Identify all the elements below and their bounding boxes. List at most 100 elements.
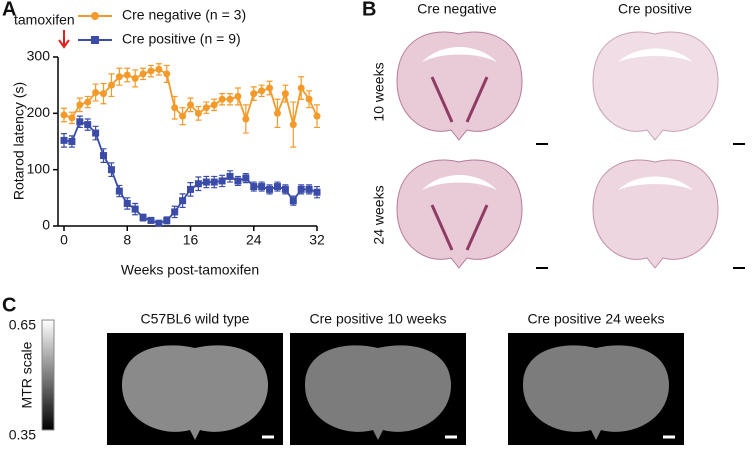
point bbox=[131, 205, 139, 213]
point bbox=[68, 138, 76, 145]
point bbox=[226, 95, 234, 103]
point bbox=[313, 188, 321, 196]
point bbox=[76, 118, 84, 126]
point bbox=[155, 65, 163, 73]
point bbox=[273, 109, 281, 117]
point bbox=[131, 74, 139, 82]
row-title: 10 weeks bbox=[371, 62, 387, 121]
legend-marker bbox=[91, 12, 99, 20]
point bbox=[92, 88, 100, 96]
colorbar-tick: 0.65 bbox=[9, 317, 36, 333]
point bbox=[305, 95, 313, 103]
legend-label: Cre negative (n = 3) bbox=[122, 7, 246, 23]
point bbox=[163, 70, 171, 78]
point bbox=[123, 199, 131, 207]
point bbox=[297, 185, 305, 193]
point bbox=[266, 84, 274, 92]
point bbox=[266, 185, 274, 193]
point bbox=[163, 216, 171, 224]
point bbox=[305, 185, 313, 193]
point bbox=[242, 174, 250, 182]
x-tick-label: 24 bbox=[246, 232, 262, 248]
x-tick-label: 0 bbox=[60, 232, 68, 248]
point bbox=[234, 177, 242, 185]
point bbox=[92, 129, 100, 137]
panel-label: A bbox=[2, 0, 16, 20]
point bbox=[234, 92, 242, 100]
point bbox=[60, 136, 68, 144]
point bbox=[171, 104, 179, 112]
point bbox=[218, 95, 226, 103]
point bbox=[139, 214, 147, 222]
y-tick-label: 200 bbox=[27, 104, 51, 120]
y-tick-label: 300 bbox=[27, 48, 51, 64]
image-title: C57BL6 wild type bbox=[141, 311, 250, 327]
colorbar-tick: 0.35 bbox=[9, 427, 36, 443]
point bbox=[194, 109, 202, 117]
point bbox=[179, 197, 187, 205]
point bbox=[147, 216, 155, 224]
point bbox=[289, 197, 297, 205]
point bbox=[171, 208, 179, 216]
y-axis-label: Rotarod latency (s) bbox=[11, 82, 27, 200]
point bbox=[84, 121, 92, 129]
point bbox=[155, 219, 163, 227]
column-title: Cre positive bbox=[618, 1, 692, 17]
annotation: tamoxifen bbox=[14, 12, 75, 28]
series-line bbox=[63, 120, 318, 225]
panel-label: B bbox=[362, 0, 376, 20]
column-title: Cre negative bbox=[417, 1, 497, 17]
point bbox=[273, 183, 281, 191]
point bbox=[258, 183, 266, 191]
point bbox=[115, 73, 123, 81]
y-tick-label: 100 bbox=[27, 160, 51, 176]
point bbox=[226, 172, 234, 180]
point bbox=[202, 178, 210, 186]
panel-label: C bbox=[2, 294, 16, 316]
image-title: Cre positive 24 weeks bbox=[528, 311, 665, 327]
point bbox=[84, 98, 92, 106]
point bbox=[187, 101, 194, 109]
point bbox=[210, 101, 218, 109]
point bbox=[250, 90, 258, 98]
point bbox=[297, 84, 305, 92]
point bbox=[179, 112, 187, 120]
point bbox=[123, 71, 131, 79]
point bbox=[68, 114, 76, 122]
colorbar-label: MTR scale bbox=[19, 341, 35, 408]
point bbox=[100, 152, 108, 160]
point bbox=[281, 90, 289, 98]
y-tick-label: 0 bbox=[42, 217, 50, 233]
legend-marker bbox=[91, 36, 99, 44]
point bbox=[210, 178, 218, 186]
image-title: Cre positive 10 weeks bbox=[310, 311, 447, 327]
x-tick-label: 32 bbox=[309, 232, 325, 248]
mri-images bbox=[107, 333, 684, 445]
point bbox=[289, 121, 297, 129]
point bbox=[202, 104, 210, 112]
x-tick-label: 16 bbox=[183, 232, 199, 248]
x-tick-label: 8 bbox=[123, 232, 131, 248]
point bbox=[313, 112, 321, 120]
point bbox=[250, 183, 258, 191]
point bbox=[187, 185, 194, 193]
point bbox=[107, 81, 115, 89]
point bbox=[139, 70, 147, 78]
x-axis-label: Weeks post-tamoxifen bbox=[121, 262, 259, 278]
point bbox=[60, 111, 68, 119]
point bbox=[194, 180, 202, 188]
point bbox=[107, 166, 115, 174]
legend-label: Cre positive (n = 9) bbox=[122, 31, 241, 47]
point bbox=[76, 101, 84, 109]
point bbox=[281, 185, 289, 193]
point bbox=[147, 67, 155, 75]
point bbox=[258, 87, 266, 95]
arrow bbox=[58, 30, 70, 49]
point bbox=[242, 115, 250, 123]
row-title: 24 weeks bbox=[371, 185, 387, 244]
colorbar bbox=[41, 319, 55, 431]
histology-images bbox=[396, 31, 745, 269]
point bbox=[115, 187, 123, 195]
point bbox=[218, 177, 226, 185]
